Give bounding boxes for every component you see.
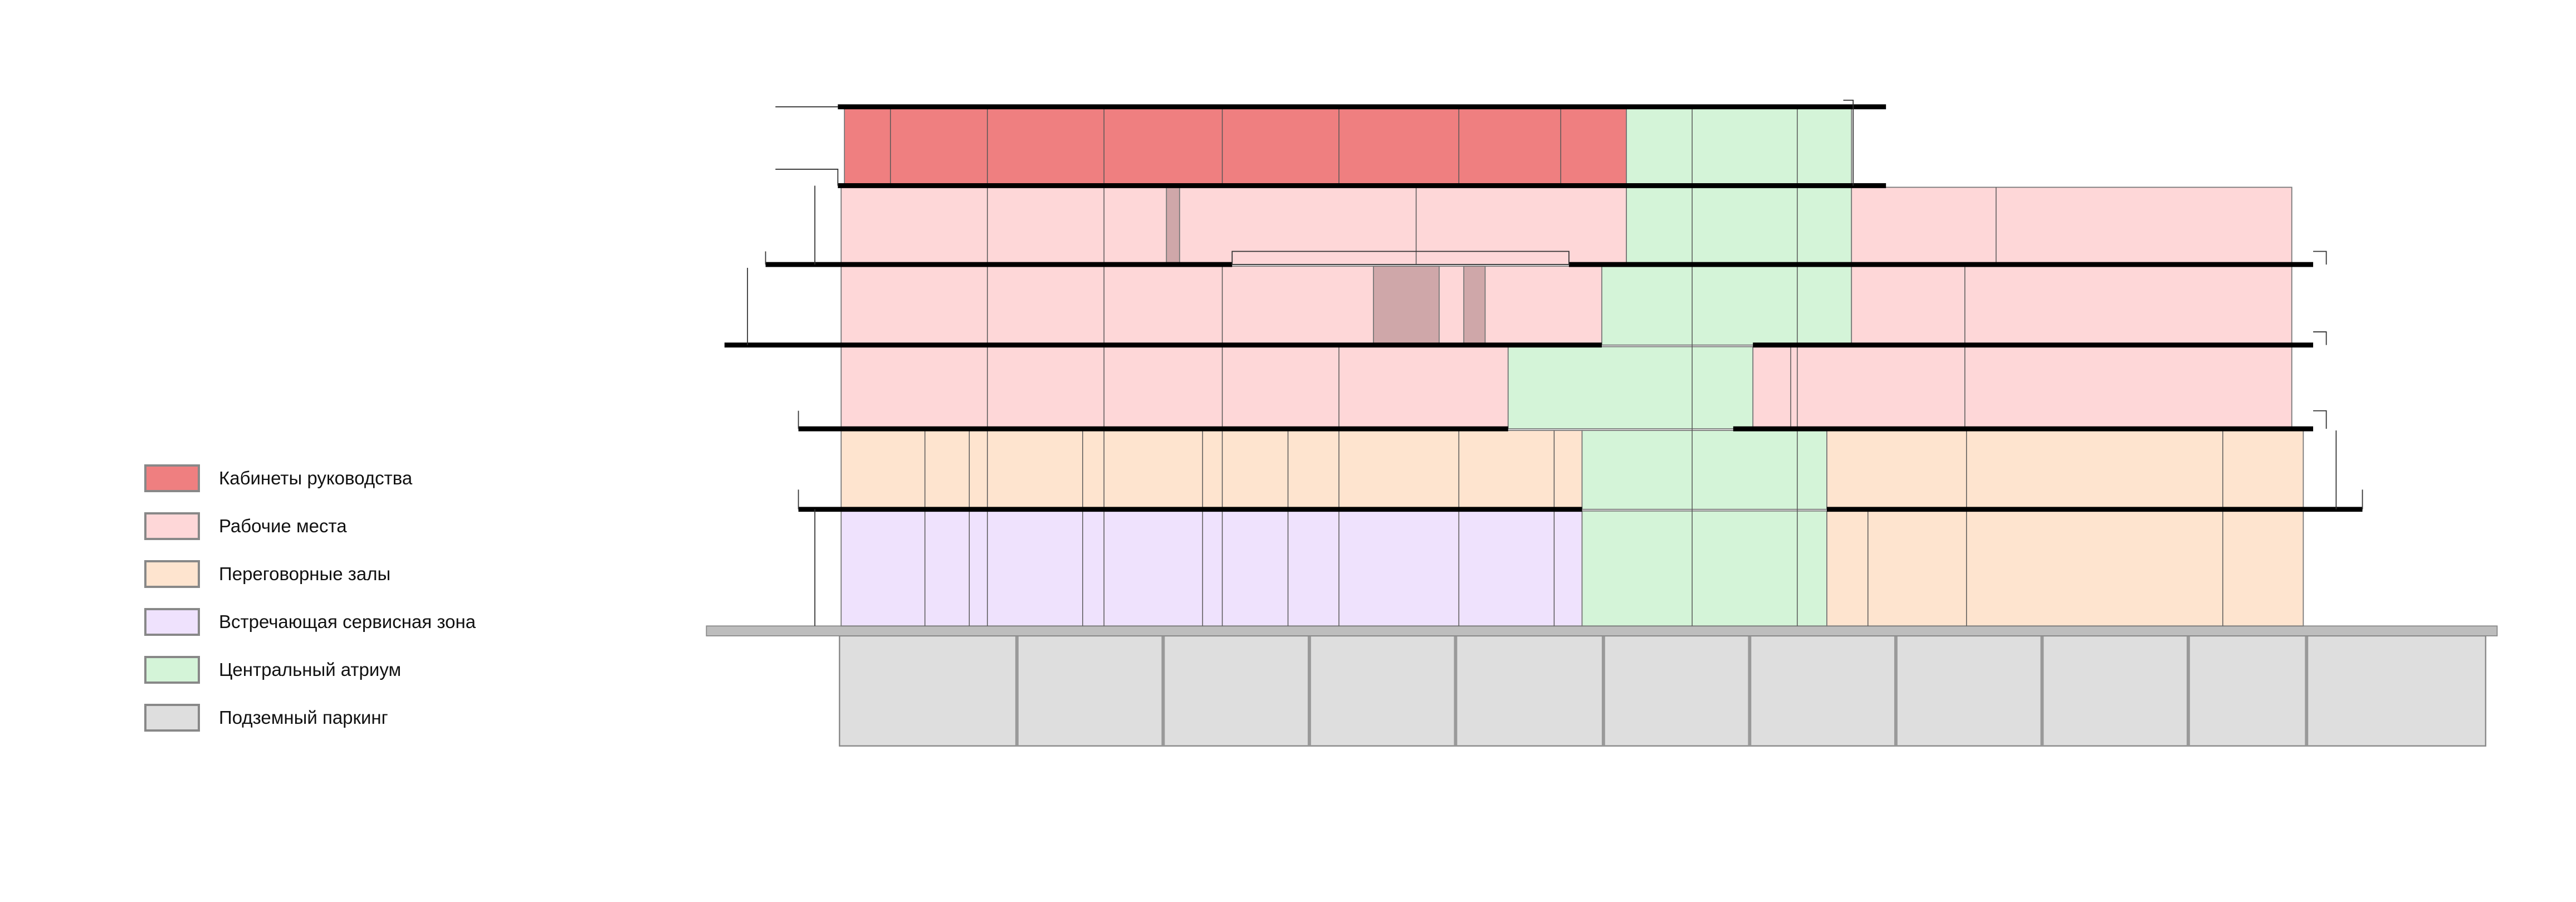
legend-swatch <box>144 704 200 732</box>
zone-workspace <box>1851 266 2293 346</box>
legend-item-executive-offices: Кабинеты руководства <box>144 454 476 502</box>
zone-workspace <box>1851 187 2293 265</box>
zone-atrium <box>1581 510 1827 627</box>
zone-meeting <box>840 430 1583 510</box>
column <box>1372 266 1440 346</box>
zone-atrium <box>1507 346 1754 430</box>
legend-label: Кабинеты руководства <box>219 468 413 488</box>
zone-atrium <box>1626 107 1852 187</box>
mullions <box>889 108 2223 626</box>
zone-meeting <box>1826 510 2304 627</box>
legend-item-atrium: Центральный атриум <box>144 646 476 694</box>
legend-item-parking: Подземный паркинг <box>144 694 476 742</box>
zone-executive <box>844 107 1627 187</box>
legend-swatch <box>144 464 200 492</box>
column <box>1166 187 1180 265</box>
legend-swatch <box>144 512 200 540</box>
zone-workspace <box>840 187 1627 265</box>
legend-label: Встречающая сервисная зона <box>219 611 476 632</box>
zone-atrium <box>1626 187 1852 265</box>
zone-workspace <box>840 346 1509 430</box>
zone-atrium <box>1581 430 1827 510</box>
zone-workspace <box>840 266 1602 346</box>
legend-swatch <box>144 608 200 636</box>
legend-item-meeting-rooms: Переговорные залы <box>144 550 476 598</box>
legend-label: Подземный паркинг <box>219 707 388 728</box>
underground-parking <box>839 635 2486 747</box>
legend-label: Центральный атриум <box>219 659 402 680</box>
legend-label: Рабочие места <box>219 516 347 536</box>
zone-meeting <box>1826 430 2304 510</box>
zone-workspace <box>1752 346 2293 430</box>
zone-service <box>840 510 1583 627</box>
balcony-railings <box>747 100 2363 626</box>
ground-slab <box>706 625 2498 636</box>
legend-swatch <box>144 560 200 588</box>
legend-item-workspaces: Рабочие места <box>144 502 476 550</box>
column <box>1463 266 1486 346</box>
zone-atrium <box>1601 266 1852 346</box>
legend-item-service-zone: Встречающая сервисная зона <box>144 598 476 646</box>
legend-label: Переговорные залы <box>219 563 391 584</box>
floor-slabs <box>724 104 2363 512</box>
legend: Кабинеты руководства Рабочие места Перег… <box>144 454 476 742</box>
legend-swatch <box>144 656 200 684</box>
